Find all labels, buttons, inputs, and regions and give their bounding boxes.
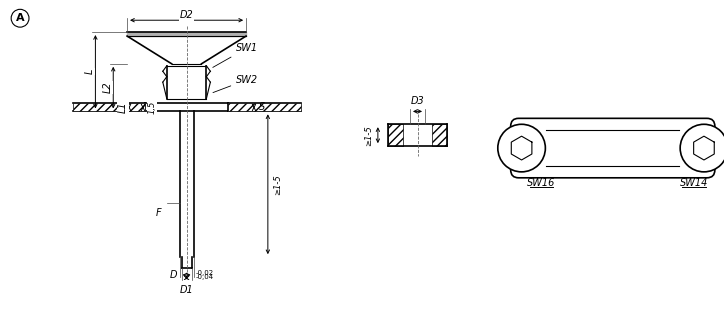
Bar bbox=[73, 104, 145, 111]
Text: F: F bbox=[156, 208, 161, 218]
Text: SW14: SW14 bbox=[680, 178, 708, 188]
FancyBboxPatch shape bbox=[510, 118, 715, 178]
Text: SW2: SW2 bbox=[213, 75, 258, 93]
Text: D3: D3 bbox=[411, 96, 425, 106]
Text: ≥1-5: ≥1-5 bbox=[273, 174, 282, 195]
Text: A: A bbox=[16, 13, 25, 23]
Text: D2: D2 bbox=[180, 10, 193, 20]
Bar bbox=[387, 124, 403, 146]
Text: -0,02: -0,02 bbox=[196, 270, 214, 276]
Text: SW16: SW16 bbox=[527, 178, 555, 188]
Text: S: S bbox=[259, 102, 265, 112]
Circle shape bbox=[498, 124, 545, 172]
Circle shape bbox=[680, 124, 727, 172]
Bar bbox=[228, 104, 300, 111]
Text: -0,04: -0,04 bbox=[196, 274, 214, 280]
Circle shape bbox=[11, 9, 29, 27]
Text: L2: L2 bbox=[103, 82, 112, 93]
Text: SW1: SW1 bbox=[213, 43, 258, 67]
Text: 1,5: 1,5 bbox=[148, 101, 156, 114]
Text: L1: L1 bbox=[119, 102, 128, 113]
Bar bbox=[433, 124, 447, 146]
Text: D1: D1 bbox=[180, 285, 193, 295]
Text: ≥1-5: ≥1-5 bbox=[364, 125, 373, 146]
Text: D: D bbox=[170, 270, 177, 280]
Text: L: L bbox=[84, 69, 95, 74]
